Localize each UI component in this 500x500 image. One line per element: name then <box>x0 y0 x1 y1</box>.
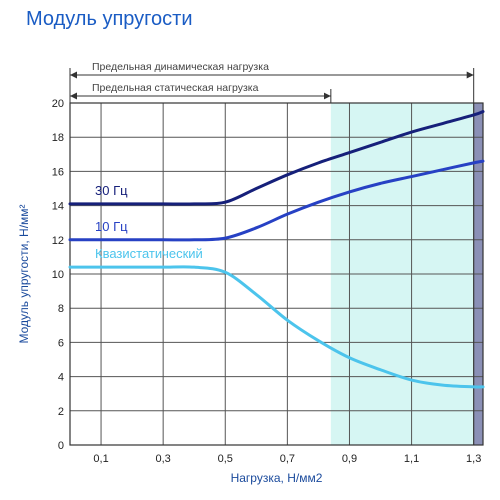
series-label: 10 Гц <box>95 219 128 234</box>
x-tick-label: 0,3 <box>156 453 171 465</box>
annotation-label: Предельная динамическая нагрузка <box>92 61 269 73</box>
y-tick-label: 20 <box>52 98 64 110</box>
annotation-label: Предельная статическая нагрузка <box>92 82 259 94</box>
x-tick-label: 0,5 <box>218 453 233 465</box>
y-tick-label: 18 <box>52 132 64 144</box>
y-tick-label: 16 <box>52 166 64 178</box>
plot-frame <box>69 102 484 446</box>
series-line-0 <box>68 110 485 206</box>
series-line-1 <box>68 159 485 242</box>
x-tick-label: 1,3 <box>466 453 481 465</box>
chart-title: Модуль упругости <box>26 8 193 30</box>
y-tick-label: 12 <box>52 235 64 247</box>
x-tick-label: 0,7 <box>280 453 295 465</box>
y-axis-title: Модуль упругости, Н/мм² <box>17 204 31 343</box>
y-tick-label: 2 <box>58 406 64 418</box>
y-tick-label: 14 <box>52 201 64 213</box>
series-label: 30 Гц <box>95 183 128 198</box>
y-tick-label: 8 <box>58 303 64 315</box>
x-tick-label: 0,9 <box>342 453 357 465</box>
series-line-2 <box>68 265 485 389</box>
y-tick-label: 0 <box>58 440 64 452</box>
x-tick-label: 1,1 <box>404 453 419 465</box>
y-tick-label: 6 <box>58 337 64 349</box>
y-tick-label: 4 <box>58 372 64 384</box>
y-tick-label: 10 <box>52 269 64 281</box>
x-axis-title: Нагрузка, Н/мм2 <box>231 471 323 485</box>
series-label: Квазистатический <box>95 246 203 261</box>
x-tick-label: 0,1 <box>93 453 108 465</box>
